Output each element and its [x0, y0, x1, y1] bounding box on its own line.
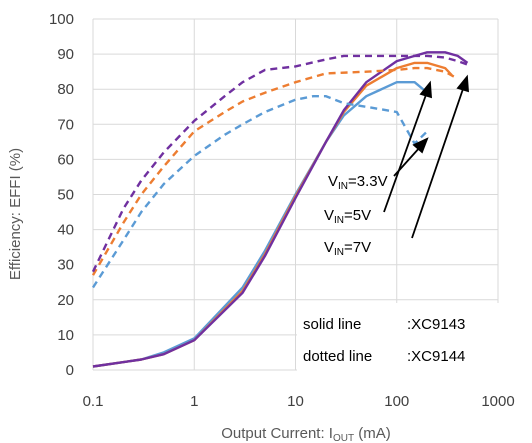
x-tick-label: 0.1 [83, 393, 104, 410]
series-line-xc9143-vin7 [92, 51, 469, 368]
legend-solid-key: solid line [303, 316, 361, 333]
y-tick-label: 60 [57, 151, 74, 168]
arrowhead-7v [456, 74, 469, 93]
vin-label-5v: VIN=5V [324, 207, 371, 226]
y-tick-label: 50 [57, 187, 74, 204]
x-tick-label: 10 [287, 393, 304, 410]
x-tick-label: 100 [384, 393, 409, 410]
arrowhead-3v3 [412, 137, 429, 154]
series-line-xc9144-vin33 [91, 94, 429, 289]
x-tick-label: 1000 [481, 393, 514, 410]
arrow-7v [411, 85, 465, 239]
y-tick-label: 10 [57, 327, 74, 344]
x-tick-labels: 0.1 1 10 100 1000 [83, 393, 515, 410]
y-tick-labels: 0 10 20 30 40 50 60 70 80 90 100 [49, 11, 74, 379]
y-tick-label: 30 [57, 257, 74, 274]
arrow-5v [383, 91, 428, 213]
series-lines [91, 51, 469, 368]
arrowhead-5v [419, 80, 432, 99]
vin-label-3v3: VIN=3.3V [328, 173, 388, 192]
series-line-xc9144-vin7 [91, 54, 468, 273]
y-tick-label: 80 [57, 81, 74, 98]
series-line-xc9144-vin5 [91, 66, 459, 276]
legend-solid-value: :XC9143 [407, 316, 465, 333]
annotation-arrows [383, 74, 469, 239]
x-axis-title: Output Current: IOUT (mA) [221, 425, 391, 443]
y-tick-label: 70 [57, 116, 74, 133]
vin-label-7v: VIN=7V [324, 239, 371, 258]
y-axis-title: Efficiency: EFFI (%) [7, 148, 24, 280]
y-tick-label: 90 [57, 46, 74, 63]
legend-dotted-key: dotted line [303, 348, 372, 365]
y-tick-label: 100 [49, 11, 74, 28]
x-tick-label: 1 [190, 393, 198, 410]
legend-box: solid line :XC9143 dotted line :XC9144 [297, 303, 511, 373]
y-tick-label: 40 [57, 222, 74, 239]
legend-dotted-value: :XC9144 [407, 348, 465, 365]
y-tick-label: 20 [57, 292, 74, 309]
y-tick-label: 0 [66, 362, 74, 379]
